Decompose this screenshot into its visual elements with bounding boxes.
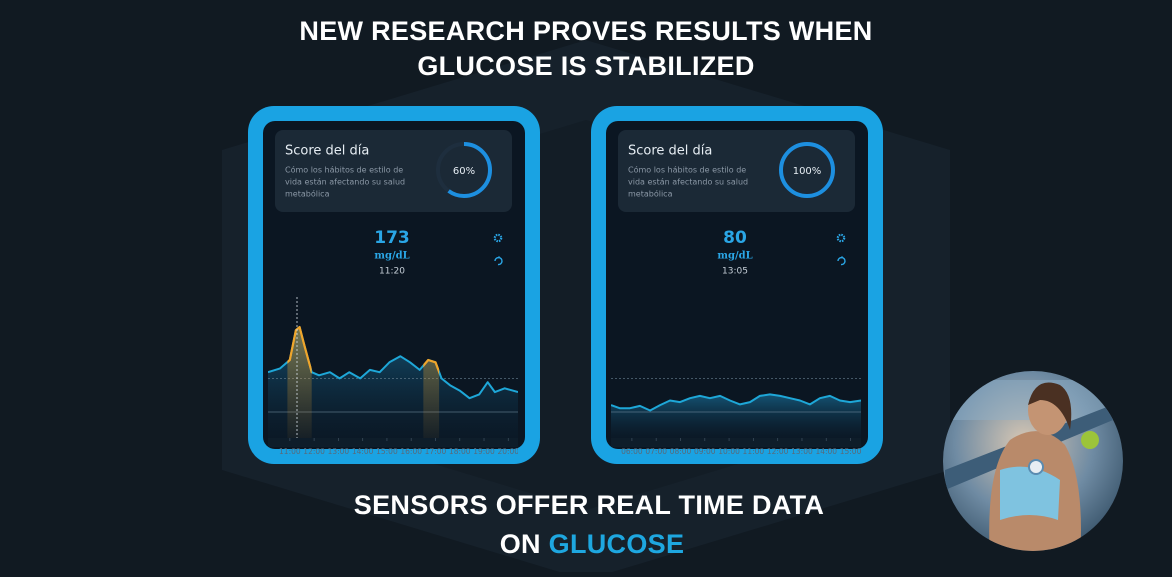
reading-time: 13:05 — [722, 267, 748, 277]
x-tick-label: 09:00 — [694, 447, 716, 456]
score-title: Score del día — [628, 144, 712, 159]
x-axis-strip — [611, 438, 861, 447]
x-tick-label: 17:00 — [425, 447, 447, 456]
photo-hair — [1028, 382, 1072, 430]
x-tick-label: 12:00 — [303, 447, 325, 456]
x-tick-label: 12:00 — [767, 447, 789, 456]
chart-ink: 06:00 07:00 08:00 09:00 10:00 11:00 12:00 13:00… — [611, 377, 862, 456]
settings-icon — [493, 233, 503, 243]
x-tick-label: 10:00 — [718, 447, 740, 456]
x-tick-label: 08:00 — [670, 447, 692, 456]
glucose-chart: 11:00 12:00 13:00 14:00 15:00 16:00 17:00 18:00… — [268, 297, 519, 456]
glucose-area — [268, 327, 518, 438]
chart-ink: 11:00 12:00 13:00 14:00 15:00 16:00 17:00 18:00… — [268, 297, 519, 456]
alert-area — [423, 360, 440, 438]
x-tick-label: 13:00 — [791, 447, 813, 456]
score-description: vida están afectando su salud — [628, 178, 748, 187]
settings-icon — [836, 233, 846, 243]
footer-text: ON GLUCOSE — [500, 529, 685, 559]
score-title: Score del día — [285, 144, 369, 159]
alert-line — [287, 326, 312, 374]
glucose-reading: 80 — [723, 228, 747, 248]
alert-range — [423, 358, 440, 438]
x-tick-label: 20:00 — [497, 447, 519, 456]
score-percent: 60% — [453, 166, 475, 177]
score-description: Cómo los hábitos de estilo de — [628, 165, 746, 175]
glucose-line — [611, 393, 861, 412]
x-tick-label: 15:00 — [376, 447, 398, 456]
glucose-chart: 06:00 07:00 08:00 09:00 10:00 11:00 12:00 13:00… — [611, 377, 862, 456]
chart-body: 11:00 12:00 13:00 14:00 15:00 16:00 17:00 18:00… — [268, 297, 519, 456]
footer-prefix: ON — [500, 529, 541, 559]
glucose-unit: mg/dL — [374, 251, 409, 262]
photo-top — [1000, 466, 1060, 520]
score-ring — [436, 142, 492, 198]
x-tick-label: 16:00 — [400, 447, 422, 456]
x-tick-label: 18:00 — [449, 447, 471, 456]
refresh-icon — [837, 256, 846, 266]
footer-highlight: GLUCOSE — [549, 529, 685, 559]
headline: GLUCOSE IS STABILIZED — [417, 51, 754, 81]
x-tick-label: 07:00 — [645, 447, 667, 456]
x-tick-label: 06:00 — [621, 447, 643, 456]
x-tick-label: 14:00 — [352, 447, 374, 456]
photo-apple — [1081, 431, 1099, 449]
alert-range — [287, 326, 312, 438]
athlete-photo — [943, 371, 1123, 551]
glucose-area — [611, 394, 861, 438]
glucose-reading: 173 — [374, 228, 410, 248]
x-tick-label: 19:00 — [473, 447, 495, 456]
reading-time: 11:20 — [379, 267, 405, 277]
refresh-icon — [494, 256, 503, 266]
score-description: metabólica — [285, 189, 330, 199]
x-axis-strip — [268, 438, 518, 447]
x-tick-label: 11:00 — [743, 447, 765, 456]
score-description: Cómo los hábitos de estilo de — [285, 165, 403, 175]
headline: NEW RESEARCH PROVES RESULTS WHEN — [299, 16, 872, 46]
score-percent: 100% — [793, 166, 822, 177]
x-tick-label: 14:00 — [815, 447, 837, 456]
score-description: metabólica — [628, 189, 673, 199]
glucose-unit: mg/dL — [717, 251, 752, 262]
x-tick-label: 11:00 — [279, 447, 301, 456]
footer-text: SENSORS OFFER REAL TIME DATA — [354, 490, 824, 520]
x-tick-label: 13:00 — [328, 447, 350, 456]
photo-sensor — [1028, 459, 1044, 475]
score-ring — [779, 142, 835, 198]
phone-panel: Score del día Cómo los hábitos de estilo … — [591, 106, 883, 464]
score-description: vida están afectando su salud — [285, 178, 405, 187]
alert-area — [287, 327, 312, 438]
chart-body: 06:00 07:00 08:00 09:00 10:00 11:00 12:00 13:00… — [611, 377, 862, 456]
x-tick-label: 15:00 — [840, 447, 862, 456]
